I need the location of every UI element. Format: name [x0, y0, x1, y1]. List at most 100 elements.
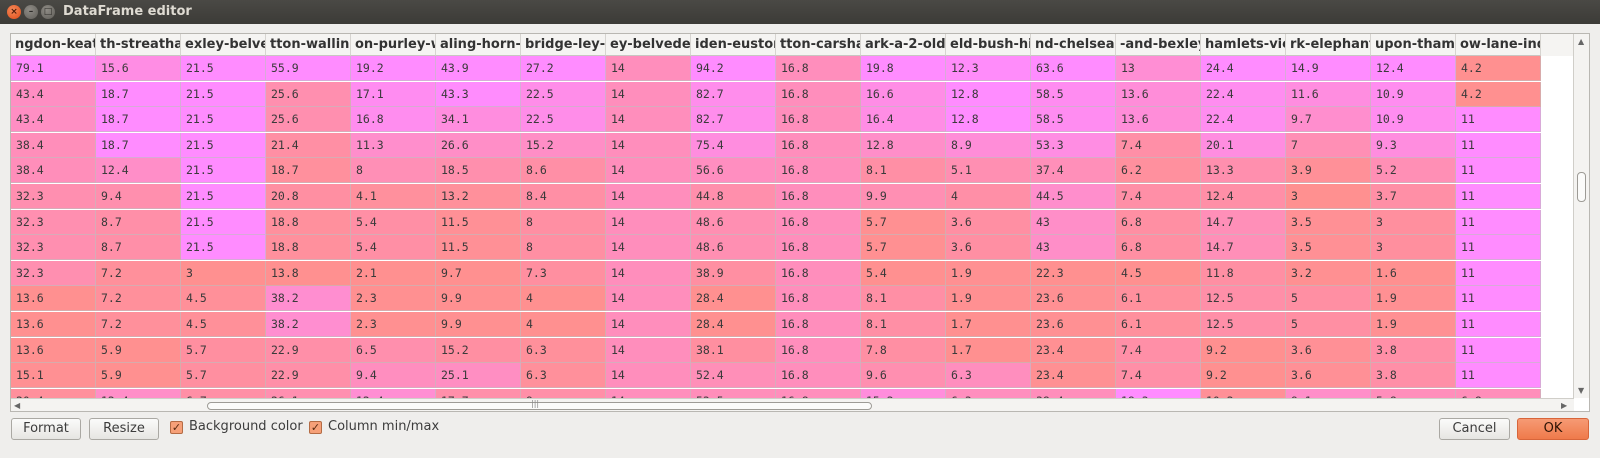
column-minmax-checkbox[interactable]: ✓ — [309, 421, 322, 434]
table-cell[interactable]: 19.2 — [351, 56, 436, 81]
table-cell[interactable]: 14 — [606, 388, 691, 398]
table-cell[interactable]: 16.8 — [776, 260, 861, 286]
table-cell[interactable]: 38.4 — [11, 132, 96, 158]
table-cell[interactable]: 4 — [521, 312, 606, 337]
table-cell[interactable]: 11 — [1456, 184, 1541, 209]
table-cell[interactable]: 13.6 — [11, 286, 96, 312]
table-cell[interactable]: 18.7 — [96, 132, 181, 158]
table-cell[interactable]: 3.6 — [1286, 337, 1371, 363]
table-cell[interactable]: 16.8 — [776, 363, 861, 389]
vertical-scrollbar[interactable]: ▲ ▼ — [1573, 34, 1589, 398]
table-cell[interactable]: 3 — [181, 260, 266, 286]
table-cell[interactable]: 9.2 — [1201, 337, 1286, 363]
table-cell[interactable]: 14 — [606, 363, 691, 389]
table-cell[interactable]: 14 — [606, 260, 691, 286]
table-cell[interactable]: 15.6 — [96, 56, 181, 81]
column-header[interactable]: ngdon-keats- — [11, 34, 96, 56]
table-cell[interactable]: 11 — [1456, 260, 1541, 286]
table-cell[interactable]: 15.2 — [436, 337, 521, 363]
table-cell[interactable]: 16.8 — [776, 107, 861, 133]
table-cell[interactable]: 37.4 — [1031, 158, 1116, 184]
table-cell[interactable]: 32.3 — [11, 184, 96, 209]
table-cell[interactable]: 43 — [1031, 209, 1116, 235]
table-cell[interactable]: 43 — [1031, 235, 1116, 261]
table-cell[interactable]: 21.5 — [181, 209, 266, 235]
table-cell[interactable]: 38.4 — [11, 158, 96, 184]
table-cell[interactable]: 44.8 — [691, 184, 776, 209]
table-cell[interactable]: 9.6 — [861, 363, 946, 389]
table-cell[interactable]: 12.8 — [946, 81, 1031, 107]
scroll-down-arrow-icon[interactable]: ▼ — [1578, 386, 1585, 395]
table-cell[interactable]: 3.7 — [1371, 184, 1456, 209]
table-cell[interactable]: 8.1 — [861, 158, 946, 184]
column-header[interactable]: aling-horn-la — [436, 34, 521, 56]
horizontal-scroll-thumb[interactable]: ||| — [207, 399, 872, 410]
table-cell[interactable]: 8 — [351, 158, 436, 184]
table-cell[interactable]: 9.7 — [1286, 107, 1371, 133]
table-cell[interactable]: 14 — [606, 158, 691, 184]
table-cell[interactable]: 10.9 — [1371, 107, 1456, 133]
table-cell[interactable]: 11 — [1456, 337, 1541, 363]
table-cell[interactable]: 6.3 — [946, 388, 1031, 398]
table-cell[interactable]: 7 — [1286, 132, 1371, 158]
table-cell[interactable]: 4.5 — [181, 312, 266, 337]
table-cell[interactable]: 4 — [521, 286, 606, 312]
table-cell[interactable]: 6.1 — [1116, 312, 1201, 337]
table-cell[interactable]: 21.5 — [181, 56, 266, 81]
table-cell[interactable]: 48.6 — [691, 235, 776, 261]
table-cell[interactable]: 48.6 — [691, 209, 776, 235]
table-cell[interactable]: 1.9 — [946, 286, 1031, 312]
table-cell[interactable]: 52.4 — [691, 363, 776, 389]
table-cell[interactable]: 21.4 — [266, 132, 351, 158]
table-cell[interactable]: 14.7 — [1201, 209, 1286, 235]
horizontal-scrollbar[interactable]: ◀ ||| ▶ — [11, 398, 1574, 411]
table-cell[interactable]: 14 — [606, 132, 691, 158]
table-cell[interactable]: 5 — [1286, 286, 1371, 312]
column-header[interactable]: iden-euston-r — [691, 34, 776, 56]
table-cell[interactable]: 16.8 — [776, 312, 861, 337]
table-cell[interactable]: 14.7 — [1201, 235, 1286, 261]
table-cell[interactable]: 18.7 — [96, 81, 181, 107]
table-cell[interactable]: 8.1 — [861, 286, 946, 312]
table-cell[interactable]: 11 — [1456, 209, 1541, 235]
table-cell[interactable]: 4.5 — [1116, 260, 1201, 286]
table-cell[interactable]: 11 — [1456, 132, 1541, 158]
table-cell[interactable]: 12.5 — [1201, 312, 1286, 337]
table-cell[interactable]: 32.3 — [11, 209, 96, 235]
table-cell[interactable]: 18.7 — [266, 158, 351, 184]
table-cell[interactable]: 8 — [521, 209, 606, 235]
table-cell[interactable]: 1.9 — [1371, 312, 1456, 337]
table-cell[interactable]: 4.2 — [1456, 81, 1541, 107]
table-cell[interactable]: 20.8 — [266, 184, 351, 209]
table-cell[interactable]: 9.9 — [436, 312, 521, 337]
table-cell[interactable]: 11.6 — [1286, 81, 1371, 107]
table-cell[interactable]: 5.7 — [181, 337, 266, 363]
table-cell[interactable]: 16.8 — [776, 388, 861, 398]
table-cell[interactable]: 11 — [1456, 235, 1541, 261]
table-cell[interactable]: 10.9 — [1371, 81, 1456, 107]
table-cell[interactable]: 5.7 — [861, 235, 946, 261]
table-cell[interactable]: 16.6 — [861, 81, 946, 107]
table-cell[interactable]: 4.1 — [351, 184, 436, 209]
table-cell[interactable]: 11 — [1456, 312, 1541, 337]
scroll-up-arrow-icon[interactable]: ▲ — [1578, 37, 1585, 46]
table-cell[interactable]: 6.5 — [351, 337, 436, 363]
table-cell[interactable]: 43.9 — [436, 56, 521, 81]
table-cell[interactable]: 15.2 — [861, 388, 946, 398]
table-cell[interactable]: 16.8 — [776, 81, 861, 107]
table-cell[interactable]: 6.1 — [1116, 286, 1201, 312]
table-cell[interactable]: 3 — [1371, 209, 1456, 235]
table-cell[interactable]: 82.7 — [691, 81, 776, 107]
minimize-window-icon[interactable]: – — [24, 5, 38, 19]
table-cell[interactable]: 6.8 — [1456, 388, 1541, 398]
table-cell[interactable]: 23.4 — [1031, 337, 1116, 363]
table-cell[interactable]: 6.3 — [946, 363, 1031, 389]
table-cell[interactable]: 3.5 — [1286, 209, 1371, 235]
table-cell[interactable]: 11.5 — [436, 209, 521, 235]
table-cell[interactable]: 12.4 — [96, 158, 181, 184]
table-cell[interactable]: 13 — [1116, 56, 1201, 81]
table-cell[interactable]: 9.3 — [1371, 132, 1456, 158]
table-cell[interactable]: 11 — [1456, 286, 1541, 312]
table-cell[interactable]: 43.4 — [11, 81, 96, 107]
table-cell[interactable]: 22.5 — [521, 81, 606, 107]
